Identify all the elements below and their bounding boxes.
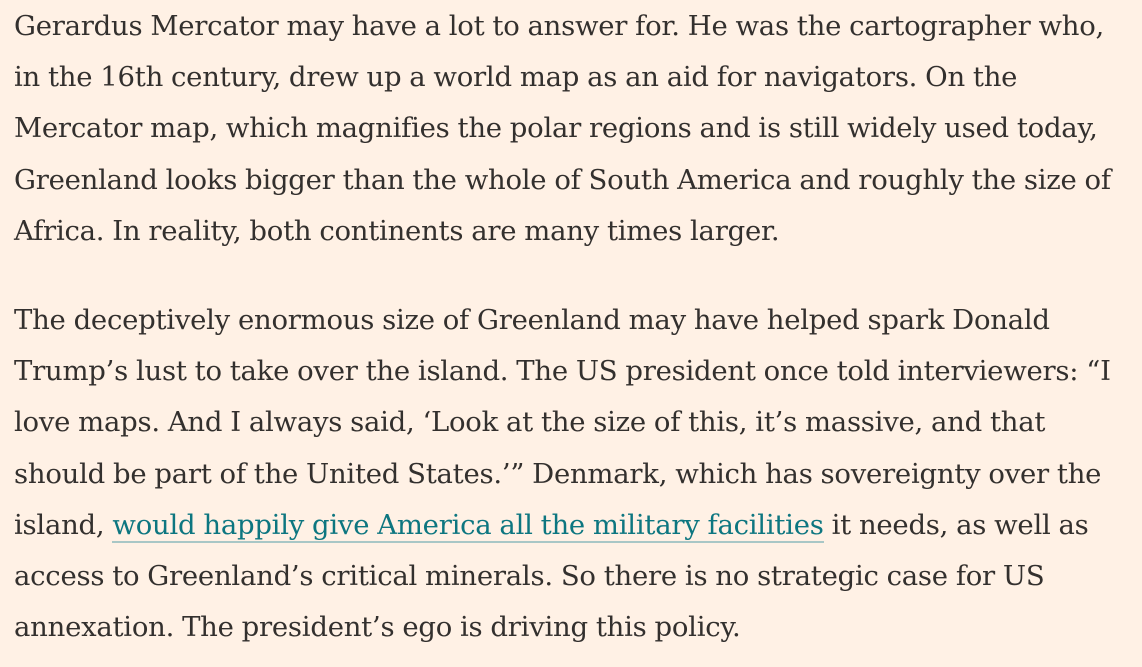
paragraph-text-before-link: The deceptively enormous size of Greenla…	[14, 304, 1111, 541]
paragraph-mercator: Gerardus Mercator may have a lot to answ…	[14, 10, 1111, 247]
paragraph-text-after-link: it needs, as well as access to Greenland…	[14, 508, 1089, 644]
paragraph-greenland: The deceptively enormous size of Greenla…	[14, 295, 1130, 653]
military-facilities-link[interactable]: would happily give America all the milit…	[112, 508, 824, 543]
article-body: Gerardus Mercator may have a lot to answ…	[0, 1, 1142, 653]
